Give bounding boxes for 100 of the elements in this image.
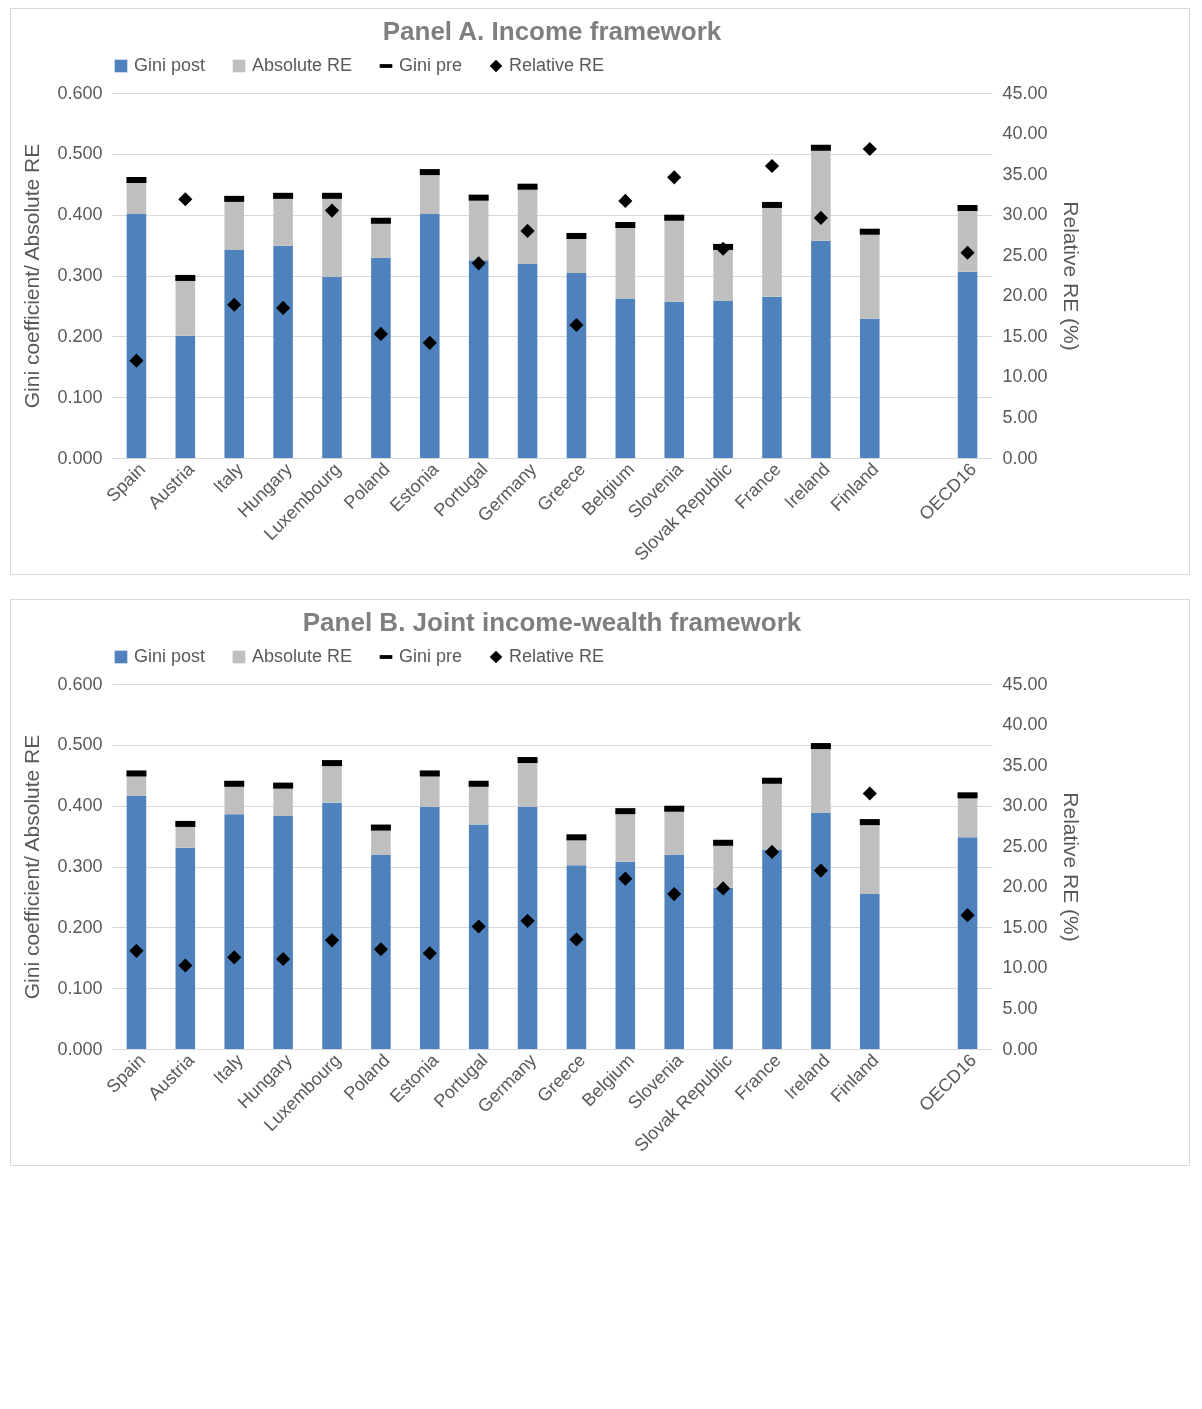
bar	[322, 276, 342, 458]
bar	[371, 257, 391, 458]
chart-title: Panel B. Joint income-wealth framework	[302, 607, 802, 637]
bar	[664, 301, 684, 458]
bar	[957, 271, 978, 458]
bar	[468, 824, 489, 1049]
point	[667, 887, 682, 902]
bar	[224, 249, 244, 458]
point	[764, 844, 780, 859]
point	[324, 933, 340, 948]
point	[960, 245, 975, 260]
y-axis-title: Gini coefficient/ Absolute RE	[20, 143, 44, 409]
y2-tick-label: 35.00	[1002, 754, 1048, 775]
bar	[371, 854, 391, 1049]
point	[960, 908, 975, 923]
point	[716, 881, 731, 896]
point	[373, 326, 388, 341]
bar	[811, 812, 831, 1049]
y2-tick-label: 10.00	[1002, 366, 1048, 387]
legend-label: Gini pre	[399, 55, 463, 75]
y-tick-label: 0.200	[57, 325, 103, 346]
legend-label: Gini post	[134, 55, 206, 75]
chart-title: Panel A. Income framework	[382, 16, 722, 46]
bar	[860, 318, 880, 458]
bar	[322, 763, 342, 803]
y-tick-label: 0.300	[57, 856, 103, 876]
y-tick-label: 0.200	[57, 916, 103, 937]
y-tick-label: 0.000	[57, 1038, 103, 1059]
bar	[273, 816, 293, 1049]
legend-label: Absolute RE	[252, 55, 353, 75]
point	[520, 223, 535, 238]
bar	[615, 225, 636, 299]
y-tick-label: 0.000	[57, 447, 103, 468]
point	[471, 919, 486, 934]
y2-tick-label: 30.00	[1002, 204, 1048, 225]
y-tick-label: 0.600	[57, 82, 103, 103]
point	[520, 913, 535, 928]
y2-tick-label: 45.00	[1002, 673, 1048, 694]
point	[324, 203, 340, 218]
bar	[811, 240, 831, 458]
point	[569, 317, 584, 333]
y-tick-label: 0.100	[57, 386, 103, 407]
bar	[664, 854, 684, 1049]
point	[422, 946, 437, 961]
y2-tick-label: 5.00	[1002, 997, 1038, 1018]
y-tick-label: 0.400	[57, 795, 103, 816]
bar	[615, 861, 636, 1049]
y2-tick-label: 15.00	[1002, 916, 1048, 937]
y2-tick-label: 5.00	[1002, 406, 1038, 427]
bar	[517, 806, 538, 1049]
point	[618, 871, 633, 886]
y2-axis-title: Relative RE (%)	[1059, 792, 1083, 942]
bar	[566, 273, 587, 458]
bar	[468, 260, 489, 458]
bar	[860, 893, 880, 1049]
point	[276, 951, 291, 967]
bar	[762, 849, 782, 1049]
bar	[713, 301, 733, 458]
point	[862, 786, 877, 801]
bar	[762, 296, 782, 458]
y-tick-label: 0.400	[57, 204, 103, 225]
bar	[175, 335, 196, 458]
point	[227, 297, 242, 312]
point	[227, 950, 242, 965]
point	[178, 958, 193, 973]
point	[373, 942, 388, 957]
bar	[420, 214, 440, 458]
legend-label: Relative RE	[509, 646, 605, 666]
point	[862, 141, 877, 157]
bar	[517, 760, 538, 807]
legend-label: Absolute RE	[252, 646, 353, 666]
y2-tick-label: 40.00	[1002, 123, 1048, 144]
bar	[566, 865, 587, 1049]
y2-axis-title: Relative RE (%)	[1059, 201, 1083, 351]
y-tick-label: 0.500	[57, 734, 103, 755]
bar	[273, 245, 293, 458]
y2-tick-label: 25.00	[1002, 835, 1048, 856]
y2-tick-label: 25.00	[1002, 244, 1048, 265]
bar	[615, 298, 636, 458]
point	[764, 158, 780, 174]
y-tick-label: 0.500	[57, 143, 103, 164]
point	[716, 241, 731, 256]
legend-label: Gini pre	[399, 646, 463, 666]
bar	[126, 795, 147, 1049]
y-axis-title: Gini coefficient/ Absolute RE	[20, 734, 44, 1000]
point	[813, 210, 828, 225]
bar	[175, 847, 196, 1049]
legend-label: Relative RE	[509, 55, 605, 75]
bar	[224, 814, 244, 1049]
bar	[957, 837, 978, 1049]
y-tick-label: 0.300	[57, 265, 103, 285]
point	[178, 192, 193, 207]
bar	[420, 172, 440, 215]
point	[618, 193, 633, 208]
y2-tick-label: 0.00	[1002, 447, 1038, 468]
bar	[811, 746, 831, 813]
y2-tick-label: 15.00	[1002, 325, 1048, 346]
bar	[126, 214, 147, 458]
point	[276, 300, 291, 316]
bar	[860, 822, 880, 894]
